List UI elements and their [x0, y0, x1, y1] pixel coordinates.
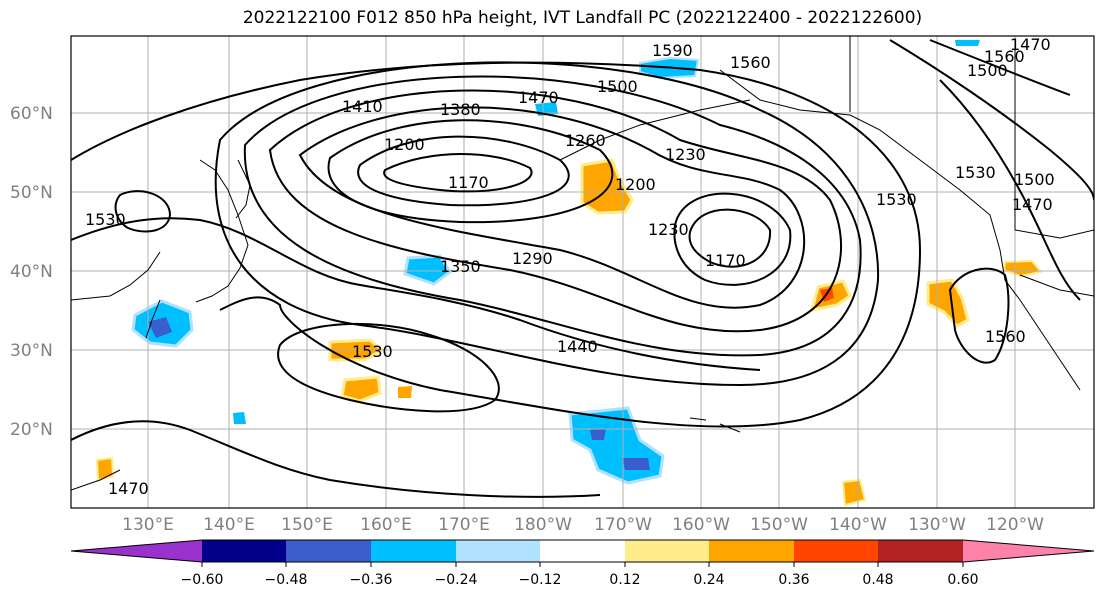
colorbar-tick-label: −0.48 [264, 572, 308, 588]
contour-label: 1440 [557, 337, 598, 356]
colorbar-tick-label: −0.60 [180, 572, 224, 588]
contour-label: 1560 [730, 53, 771, 72]
colorbar-extend-low [71, 540, 202, 562]
lat-label: 60°N [10, 104, 53, 124]
contour-label: 1200 [615, 175, 656, 194]
lat-label: 50°N [10, 183, 53, 203]
colorbar-tick-label: 0.12 [609, 572, 641, 588]
contour-label: 1470 [1012, 195, 1053, 214]
contour-label: 1470 [1010, 35, 1051, 54]
contour-label: 1530 [955, 163, 996, 182]
lat-label: 40°N [10, 262, 53, 282]
contour-label: 1170 [705, 251, 746, 270]
coastlines [71, 36, 1094, 491]
lon-label: 170°W [594, 515, 652, 535]
contour-label: 1560 [985, 327, 1026, 346]
contour-label: 1170 [448, 173, 489, 192]
contour-label: 1500 [597, 77, 638, 96]
contour-label: 1530 [352, 342, 393, 361]
contour-label: 1530 [85, 210, 126, 229]
colorbar-tick-label: −0.24 [434, 572, 478, 588]
lon-label: 170°E [438, 515, 490, 535]
lon-label: 150°W [750, 515, 808, 535]
contour-label: 1560 [984, 47, 1025, 66]
lon-label: 130°E [122, 515, 174, 535]
colorbar-bin [456, 540, 540, 562]
colorbar-bin [709, 540, 794, 562]
contour-label: 1380 [440, 100, 481, 119]
lon-label: 180°W [514, 515, 572, 535]
colorbar-extend-high [963, 540, 1094, 562]
colorbar-bin [286, 540, 371, 562]
contour-label: 1260 [565, 131, 606, 150]
contour-label: 1470 [108, 479, 149, 498]
lon-label: 150°E [281, 515, 333, 535]
lon-label: 160°W [672, 515, 730, 535]
lon-label: 140°W [829, 515, 887, 535]
height-contours [71, 39, 1094, 498]
colorbar-tick-label: 0.36 [778, 572, 810, 588]
lon-label: 160°E [360, 515, 412, 535]
contour-label: 1350 [440, 257, 481, 276]
contour-label: 1530 [876, 190, 917, 209]
contour-labels: 1590 1560 1500 1470 1410 1380 1200 1260 … [85, 35, 1055, 498]
colorbar-tick-label: 0.48 [862, 572, 894, 588]
contour-label: 1590 [652, 41, 693, 60]
colorbar-tick-label: 0.24 [693, 572, 725, 588]
lon-label: 120°W [986, 515, 1044, 535]
gridlines [71, 36, 1094, 508]
colorbar-bin [878, 540, 963, 562]
contour-label: 1470 [518, 88, 559, 107]
colorbar-bin [371, 540, 456, 562]
contour-label: 1200 [384, 135, 425, 154]
contour-label: 1410 [342, 97, 383, 116]
lon-label: 140°E [203, 515, 255, 535]
contour-label: 1500 [1014, 170, 1055, 189]
lat-label: 30°N [10, 341, 53, 361]
map-frame [70, 35, 1095, 509]
colorbar-bin [794, 540, 878, 562]
lat-label: 20°N [10, 420, 53, 440]
colorbar-bin [625, 540, 709, 562]
contour-label: 1500 [967, 61, 1008, 80]
colorbar-tick-label: −0.36 [349, 572, 393, 588]
contour-label: 1230 [648, 220, 689, 239]
lon-label: 130°W [908, 515, 966, 535]
colorbar-bin [540, 540, 625, 562]
contour-label: 1290 [512, 249, 553, 268]
colorbar-bin [202, 540, 286, 562]
contour-label: 1230 [665, 145, 706, 164]
colorbar-tick-label: 0.60 [947, 572, 979, 588]
map-title: 2022122100 F012 850 hPa height, IVT Land… [242, 8, 923, 28]
colorbar-tick-label: −0.12 [518, 572, 562, 588]
